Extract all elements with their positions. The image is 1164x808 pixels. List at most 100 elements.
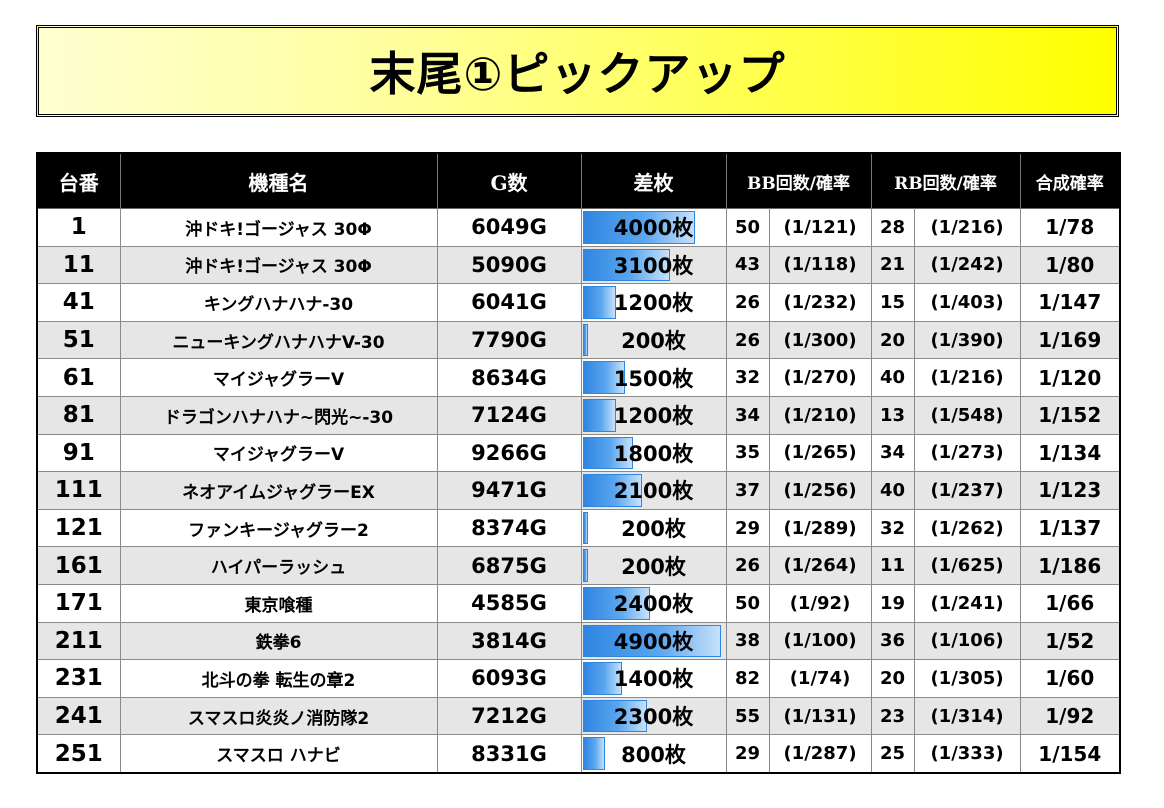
machine-no: 11 [36, 245, 121, 285]
diff-coins: 2400枚 [580, 583, 727, 623]
diff-coins: 200枚 [580, 320, 727, 360]
machine-no: 251 [36, 734, 121, 774]
diff-coins: 1200枚 [580, 283, 727, 322]
diff-value: 2400枚 [613, 592, 694, 617]
diff-value: 1500枚 [613, 366, 694, 391]
combined-rate: 1/152 [1019, 395, 1121, 435]
diff-bar [582, 323, 589, 357]
machine-name: 鉄拳6 [119, 621, 438, 661]
rb-count: 32 [870, 508, 915, 548]
machine-name: ハイパーラッシュ [119, 546, 438, 585]
diff-value: 800枚 [621, 742, 686, 767]
combined-rate: 1/134 [1019, 433, 1121, 473]
games-count: 3814G [436, 621, 582, 661]
bb-rate: (1/264) [768, 546, 872, 585]
games-count: 8331G [436, 734, 582, 774]
games-count: 7790G [436, 320, 582, 360]
header-rb: RB回数/確率 [870, 153, 1021, 209]
bb-count: 37 [725, 471, 770, 510]
machine-name: ネオアイムジャグラーEX [119, 471, 438, 510]
diff-bar [582, 436, 634, 470]
diff-value: 200枚 [621, 554, 686, 579]
rb-rate: (1/625) [913, 546, 1021, 585]
machine-no: 1 [36, 208, 121, 247]
diff-coins: 3100枚 [580, 245, 727, 285]
machine-no: 211 [36, 621, 121, 661]
machine-name: スマスロ炎炎ノ消防隊2 [119, 696, 438, 736]
diff-bar [582, 549, 589, 582]
rb-rate: (1/241) [913, 583, 1021, 623]
combined-rate: 1/147 [1019, 283, 1121, 322]
bb-rate: (1/256) [768, 471, 872, 510]
diff-bar [582, 511, 589, 545]
table-row: 41 キングハナハナ-30 6041G 1200枚 26 (1/232) 15 (1/403)… [36, 283, 1121, 322]
machine-name: キングハナハナ-30 [119, 283, 438, 322]
rb-count: 11 [870, 546, 915, 585]
combined-rate: 1/66 [1019, 583, 1121, 623]
bb-count: 35 [725, 433, 770, 473]
bb-count: 50 [725, 583, 770, 623]
diff-value: 1400枚 [613, 667, 694, 692]
rb-rate: (1/216) [913, 358, 1021, 397]
diff-value: 200枚 [621, 329, 686, 354]
games-count: 9266G [436, 433, 582, 473]
machine-name: マイジャグラーV [119, 358, 438, 397]
machine-name: マイジャグラーV [119, 433, 438, 473]
rb-rate: (1/216) [913, 208, 1021, 247]
diff-value: 3100枚 [613, 253, 694, 278]
table-row: 61 マイジャグラーV 8634G 1500枚 32 (1/270) 40 (1/216) 1/… [36, 358, 1121, 397]
bb-rate: (1/210) [768, 395, 872, 435]
rb-count: 40 [870, 358, 915, 397]
header-games: G数 [436, 153, 581, 209]
table-row: 51 ニューキングハナハナV-30 7790G 200枚 26 (1/300) 20 (1/3… [36, 320, 1121, 360]
rb-count: 28 [870, 208, 915, 247]
diff-bar [582, 361, 625, 394]
diff-value: 4900枚 [613, 629, 694, 654]
diff-value: 2100枚 [613, 479, 694, 504]
title-banner: 末尾①ピックアップ [36, 25, 1119, 117]
table-row: 121 ファンキージャグラー2 8374G 200枚 29 (1/289) 32 (1/262… [36, 508, 1121, 548]
rb-rate: (1/273) [913, 433, 1021, 473]
table-header: 台番 機種名 G数 差枚 BB回数/確率 RB回数/確率 合成確率 [37, 153, 1121, 209]
machine-no: 111 [36, 471, 121, 510]
header-bb: BB回数/確率 [725, 153, 872, 209]
table-row: 251 スマスロ ハナビ 8331G 800枚 29 (1/287) 25 (1/333) 1/… [36, 734, 1121, 774]
bb-rate: (1/265) [768, 433, 872, 473]
rb-rate: (1/106) [913, 621, 1021, 661]
bb-rate: (1/74) [768, 659, 872, 698]
rb-count: 34 [870, 433, 915, 473]
diff-coins: 1400枚 [580, 659, 727, 698]
games-count: 9471G [436, 471, 582, 510]
diff-bar [582, 737, 606, 770]
rb-rate: (1/403) [913, 283, 1021, 322]
machine-no: 121 [36, 508, 121, 548]
machine-no: 41 [36, 283, 121, 322]
rb-rate: (1/314) [913, 696, 1021, 736]
table-row: 171 東京喰種 4585G 2400枚 50 (1/92) 19 (1/241) 1/66 [36, 583, 1121, 623]
results-table: 台番 機種名 G数 差枚 BB回数/確率 RB回数/確率 合成確率 1 沖ドキ!ゴ… [36, 152, 1122, 774]
machine-no: 231 [36, 659, 121, 698]
machine-no: 241 [36, 696, 121, 736]
games-count: 8374G [436, 508, 582, 548]
combined-rate: 1/120 [1019, 358, 1121, 397]
rb-count: 13 [870, 395, 915, 435]
bb-rate: (1/270) [768, 358, 872, 397]
combined-rate: 1/92 [1019, 696, 1121, 736]
games-count: 7212G [436, 696, 582, 736]
diff-coins: 800枚 [580, 734, 727, 774]
bb-count: 43 [725, 245, 770, 285]
rb-rate: (1/390) [913, 320, 1021, 360]
diff-bar [582, 624, 721, 658]
machine-name: 沖ドキ!ゴージャス 30Φ [119, 245, 438, 285]
header-machine-no: 台番 [37, 153, 120, 209]
rb-rate: (1/237) [913, 471, 1021, 510]
diff-bar [582, 699, 648, 733]
bb-rate: (1/121) [768, 208, 872, 247]
diff-bar [582, 398, 617, 432]
diff-coins: 1800枚 [580, 433, 727, 473]
games-count: 5090G [436, 245, 582, 285]
combined-rate: 1/137 [1019, 508, 1121, 548]
table-row: 241 スマスロ炎炎ノ消防隊2 7212G 2300枚 55 (1/131) 23 (1/31… [36, 696, 1121, 736]
header-row: 台番 機種名 G数 差枚 BB回数/確率 RB回数/確率 合成確率 [37, 153, 1121, 209]
diff-value: 1800枚 [613, 441, 694, 466]
